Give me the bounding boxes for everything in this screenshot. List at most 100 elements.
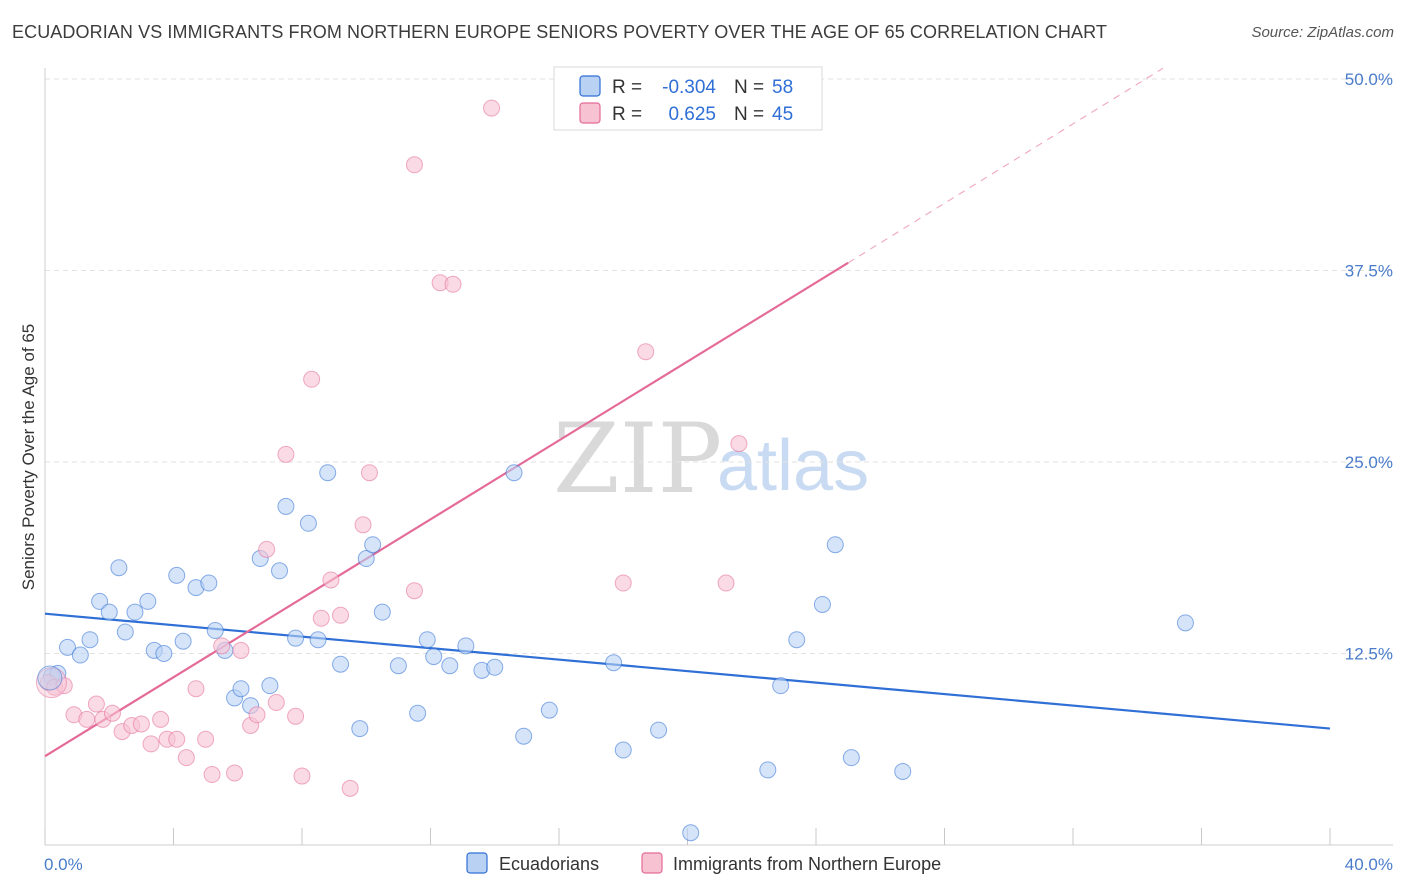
ecuadorian-point-56 [894, 762, 912, 780]
northern-europe-cluster-point [35, 667, 67, 699]
northern-europe-point-25 [267, 694, 285, 712]
chart-title: ECUADORIAN VS IMMIGRANTS FROM NORTHERN E… [12, 22, 1107, 42]
northern-europe-point-37 [405, 156, 423, 174]
ecuadorian-point-42 [486, 658, 504, 676]
ecuadorian-point-14 [174, 632, 192, 650]
legend-swatch-ecuadorians [579, 75, 601, 97]
ecuadorian-point-7 [110, 559, 128, 577]
ecuadorian-point-30 [332, 655, 350, 673]
series-legend-label-ecuadorians: Ecuadorians [499, 854, 599, 874]
ecuadorian-point-38 [425, 648, 443, 666]
watermark-zip: ZIP [553, 403, 722, 515]
ecuadorian-point-43 [505, 464, 523, 482]
northern-europe-point-18 [203, 766, 221, 784]
series-legend-swatch-ecuadorians [466, 852, 488, 874]
ecuadorian-point-50 [759, 761, 777, 779]
northern-europe-point-12 [152, 710, 170, 728]
northern-europe-point-21 [232, 641, 250, 659]
source-label: Source: ZipAtlas.com [1251, 24, 1394, 41]
ecuadorian-point-37 [418, 631, 436, 649]
ecuadorian-point-26 [287, 629, 305, 647]
northern-europe-point-4 [78, 710, 96, 728]
ecuadorian-point-34 [373, 603, 391, 621]
y-tick-labels: 12.5% 25.0% 37.5% 50.0% [1345, 70, 1393, 664]
trend-line-northern-europe [44, 261, 849, 758]
ecuadorian-point-13 [168, 566, 186, 584]
legend-n-label-2: N = [734, 104, 764, 125]
ecuadorian-point-25 [277, 497, 295, 515]
northern-europe-point-34 [354, 516, 372, 534]
ecuadorian-point-8 [116, 623, 134, 641]
northern-europe-point-30 [312, 609, 330, 627]
ecuadorian-point-23 [261, 677, 279, 695]
northern-europe-point-35 [360, 464, 378, 482]
ecuadorian-point-39 [441, 657, 459, 675]
northern-europe-point-16 [187, 680, 205, 698]
northern-europe-point-14 [168, 730, 186, 748]
legend-n-value-2: 45 [772, 104, 793, 125]
northern-europe-point-11 [142, 735, 160, 753]
ecuadorian-point-29 [319, 464, 337, 482]
northern-europe-point-26 [277, 445, 295, 463]
ecuadorian-point-32 [357, 550, 375, 568]
ecuadorian-cluster-point [37, 665, 63, 691]
ecuadorian-point-24 [271, 562, 289, 580]
northern-europe-point-7 [103, 704, 121, 722]
northern-europe-point-41 [614, 574, 632, 592]
ecuadorian-point-16 [200, 574, 218, 592]
ecuadorian-point-44 [515, 727, 533, 745]
northern-europe-point-33 [341, 779, 359, 797]
northern-europe-point-20 [226, 764, 244, 782]
northern-europe-point-10 [132, 715, 150, 733]
ecuadorian-point-35 [389, 657, 407, 675]
northern-europe-point-40 [483, 99, 501, 117]
ecuadorian-point-53 [813, 595, 831, 613]
ecuadorian-point-33 [364, 536, 382, 554]
legend-r-label-1: R = [612, 77, 642, 98]
northern-europe-point-39 [444, 275, 462, 293]
northern-europe-point-44 [730, 435, 748, 453]
ecuadorian-point-47 [614, 741, 632, 759]
northern-europe-point-15 [177, 749, 195, 767]
northern-europe-point-17 [197, 730, 215, 748]
ecuadorian-point-5 [91, 592, 109, 610]
northern-europe-point-2 [55, 677, 73, 695]
data-points [35, 99, 1194, 842]
legend-swatch-northern-europe [579, 102, 601, 124]
ecuadorian-point-31 [351, 720, 369, 738]
legend-r-label-2: R = [612, 104, 642, 125]
y-tick-label-1: 25.0% [1345, 453, 1393, 472]
legend-r-value-2: 0.625 [668, 104, 716, 125]
ecuadorian-point-6 [100, 603, 118, 621]
northern-europe-point-29 [303, 370, 321, 388]
northern-europe-point-36 [405, 582, 423, 600]
ecuadorian-point-49 [682, 824, 700, 842]
x-tick-label-max: 40.0% [1345, 855, 1393, 874]
ecuadorian-point-4 [81, 631, 99, 649]
gridlines [45, 78, 1393, 654]
ecuadorian-point-55 [842, 749, 860, 767]
trend-line-ecuadorians [44, 612, 1331, 730]
ecuadorian-point-10 [139, 592, 157, 610]
northern-europe-point-5 [87, 695, 105, 713]
ecuadorian-point-9 [126, 603, 144, 621]
ecuadorian-point-40 [457, 637, 475, 655]
series-legend-swatch-northern-europe [641, 852, 663, 874]
northern-europe-point-24 [258, 540, 276, 558]
axes [44, 68, 1393, 846]
ecuadorian-point-51 [772, 677, 790, 695]
x-tick-label-min: 0.0% [44, 855, 83, 874]
ecuadorian-point-57 [1176, 614, 1194, 632]
ecuadorian-point-54 [826, 536, 844, 554]
y-axis-label: Seniors Poverty Over the Age of 65 [19, 324, 38, 590]
northern-europe-point-27 [287, 707, 305, 725]
northern-europe-point-32 [332, 606, 350, 624]
northern-europe-point-23 [248, 706, 266, 724]
northern-europe-point-31 [322, 571, 340, 589]
series-legend: Ecuadorians Immigrants from Northern Eur… [466, 852, 941, 874]
ecuadorian-point-12 [155, 645, 173, 662]
trend-lines [44, 67, 1331, 758]
ecuadorian-point-28 [309, 631, 327, 649]
y-tick-label-2: 37.5% [1345, 262, 1393, 281]
